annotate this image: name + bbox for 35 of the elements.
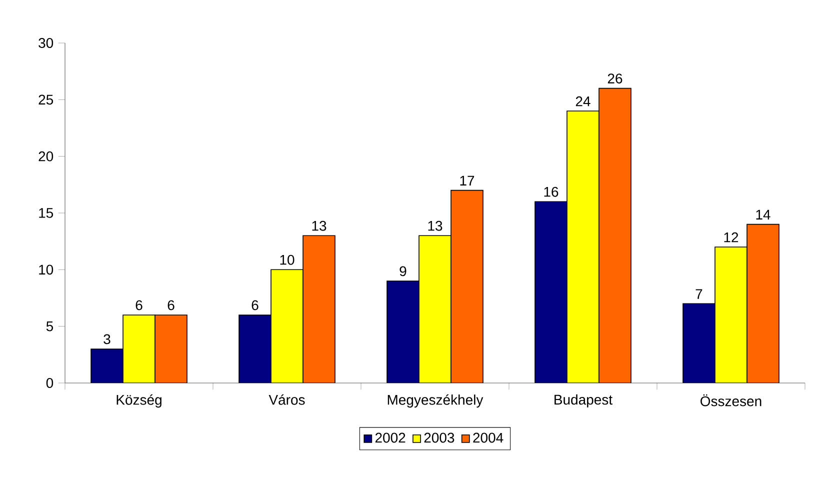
- bar: [154, 314, 188, 383]
- y-tick-label: 25: [38, 94, 54, 105]
- y-tick-label: 20: [38, 151, 54, 162]
- x-tick-label: Város: [268, 394, 305, 405]
- y-tick-label: 15: [39, 208, 54, 218]
- y-tick-label: 10: [39, 264, 54, 275]
- data-label: 13: [312, 220, 326, 231]
- data-label: 14: [756, 210, 770, 220]
- legend-label: 2003: [424, 432, 454, 443]
- data-label: 26: [608, 74, 622, 84]
- x-tick-label: Megyeszékhely: [388, 394, 484, 408]
- x-tick-label: Összesen: [700, 394, 762, 406]
- x-tick-label: Község: [116, 394, 162, 408]
- data-label: 6: [136, 300, 142, 310]
- y-tick-label: 5: [46, 321, 54, 332]
- data-label: 16: [544, 186, 558, 197]
- bar: [746, 224, 780, 383]
- y-tick-label: 0: [46, 378, 54, 388]
- data-label: 7: [696, 289, 702, 299]
- bar: [450, 190, 484, 383]
- data-label: 24: [576, 96, 590, 106]
- legend-label: 2004: [473, 432, 504, 443]
- y-tick-label: 30: [38, 38, 54, 48]
- data-label: 10: [280, 254, 294, 265]
- data-label: 3: [104, 334, 110, 344]
- legend-label: 2002: [375, 432, 406, 443]
- bar: [598, 88, 632, 383]
- bar: [302, 235, 336, 383]
- data-label: 6: [252, 300, 258, 310]
- data-label: 13: [428, 220, 442, 231]
- x-tick-label: Budapest: [554, 394, 612, 408]
- data-label: 17: [460, 176, 474, 186]
- data-label: 12: [724, 232, 738, 242]
- data-label: 6: [168, 300, 174, 310]
- data-label: 9: [400, 266, 406, 276]
